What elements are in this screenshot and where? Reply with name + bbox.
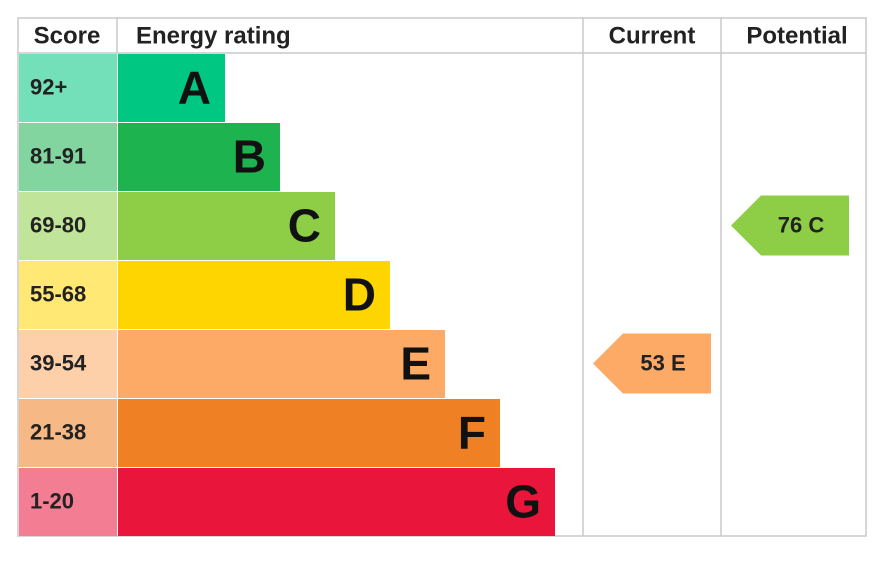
score-cell-tint bbox=[19, 468, 117, 536]
score-cell bbox=[19, 261, 117, 329]
rating-letter: C bbox=[288, 200, 321, 252]
rating-bar bbox=[118, 399, 500, 467]
score-cell bbox=[19, 192, 117, 260]
score-label: 55-68 bbox=[30, 281, 86, 306]
potential-arrow bbox=[731, 195, 849, 256]
rating-letter: E bbox=[400, 338, 431, 390]
score-label: 1-20 bbox=[30, 488, 74, 513]
score-cell-tint bbox=[19, 330, 117, 398]
score-label: 21-38 bbox=[30, 419, 86, 444]
rating-bar bbox=[118, 192, 335, 260]
current-arrow bbox=[593, 333, 711, 394]
rating-bar bbox=[118, 468, 555, 536]
score-cell bbox=[19, 123, 117, 191]
score-cell bbox=[19, 330, 117, 398]
header-potential: Potential bbox=[746, 22, 847, 49]
score-label: 69-80 bbox=[30, 212, 86, 237]
score-cell-tint bbox=[19, 261, 117, 329]
rating-bar bbox=[118, 261, 390, 329]
score-cell-tint bbox=[19, 192, 117, 260]
header-current: Current bbox=[609, 22, 696, 49]
score-cell-tint bbox=[19, 54, 117, 122]
potential-label: 76 C bbox=[778, 212, 825, 237]
rating-bar bbox=[118, 54, 225, 122]
header-energy-rating: Energy rating bbox=[136, 22, 291, 49]
score-label: 92+ bbox=[30, 74, 67, 99]
score-label: 39-54 bbox=[30, 350, 87, 375]
score-cell bbox=[19, 468, 117, 536]
rating-letter: A bbox=[178, 62, 211, 114]
rating-letter: D bbox=[343, 269, 376, 321]
score-cell bbox=[19, 54, 117, 122]
header-score: Score bbox=[34, 22, 101, 49]
score-cell bbox=[19, 399, 117, 467]
rating-letter: B bbox=[233, 131, 266, 183]
score-label: 81-91 bbox=[30, 143, 86, 168]
score-cell-tint bbox=[19, 123, 117, 191]
rating-bar bbox=[118, 330, 445, 398]
current-label: 53 E bbox=[640, 350, 685, 375]
rating-bar bbox=[118, 123, 280, 191]
score-cell-tint bbox=[19, 399, 117, 467]
rating-letter: F bbox=[458, 407, 486, 459]
rating-letter: G bbox=[505, 476, 541, 528]
